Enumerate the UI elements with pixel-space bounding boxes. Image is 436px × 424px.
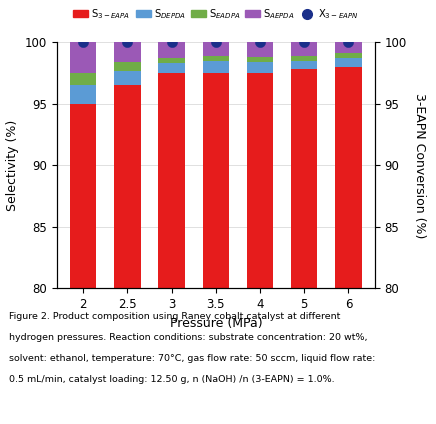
Bar bbox=[203, 56, 229, 61]
Bar bbox=[70, 104, 96, 424]
Text: 0.5 mL/min, catalyst loading: 12.50 g, n (NaOH) /n (3-EAPN) = 1.0%.: 0.5 mL/min, catalyst loading: 12.50 g, n… bbox=[9, 375, 334, 384]
Point bbox=[124, 39, 131, 46]
Bar bbox=[114, 71, 141, 85]
Bar bbox=[335, 42, 362, 53]
Bar bbox=[247, 57, 273, 62]
Bar bbox=[335, 53, 362, 59]
Bar bbox=[247, 42, 273, 57]
Bar bbox=[70, 42, 96, 73]
Bar bbox=[158, 63, 185, 73]
Text: Figure 2. Product composition using Raney cobalt catalyst at different: Figure 2. Product composition using Rane… bbox=[9, 312, 340, 321]
Bar bbox=[158, 59, 185, 63]
Bar bbox=[247, 62, 273, 73]
Point bbox=[345, 39, 352, 46]
Point bbox=[256, 39, 263, 46]
Bar bbox=[114, 85, 141, 424]
Bar bbox=[335, 59, 362, 67]
Bar bbox=[203, 61, 229, 73]
Legend: S$_{3-EAPA}$, S$_{DEPDA}$, S$_{EADPA}$, S$_{AEPDA}$, X$_{3-EAPN}$: S$_{3-EAPA}$, S$_{DEPDA}$, S$_{EADPA}$, … bbox=[69, 3, 362, 25]
Bar bbox=[291, 70, 317, 424]
Bar bbox=[335, 67, 362, 424]
Bar bbox=[70, 85, 96, 104]
Point bbox=[212, 39, 219, 46]
Point bbox=[301, 39, 308, 46]
Point bbox=[168, 39, 175, 46]
Text: solvent: ethanol, temperature: 70°C, gas flow rate: 50 sccm, liquid flow rate:: solvent: ethanol, temperature: 70°C, gas… bbox=[9, 354, 375, 363]
Bar bbox=[203, 42, 229, 56]
Bar bbox=[158, 42, 185, 59]
Bar bbox=[291, 42, 317, 56]
Bar bbox=[114, 62, 141, 71]
Y-axis label: 3-EAPN Conversion (%): 3-EAPN Conversion (%) bbox=[413, 93, 426, 238]
Bar bbox=[70, 73, 96, 85]
Bar bbox=[247, 73, 273, 424]
X-axis label: Pressure (MPa): Pressure (MPa) bbox=[170, 317, 262, 329]
Bar bbox=[114, 42, 141, 62]
Bar bbox=[291, 56, 317, 61]
Point bbox=[80, 39, 87, 46]
Bar bbox=[158, 73, 185, 424]
Bar bbox=[291, 61, 317, 70]
Y-axis label: Selectivity (%): Selectivity (%) bbox=[6, 120, 19, 211]
Bar bbox=[203, 73, 229, 424]
Text: hydrogen pressures. Reaction conditions: substrate concentration: 20 wt%,: hydrogen pressures. Reaction conditions:… bbox=[9, 333, 367, 342]
